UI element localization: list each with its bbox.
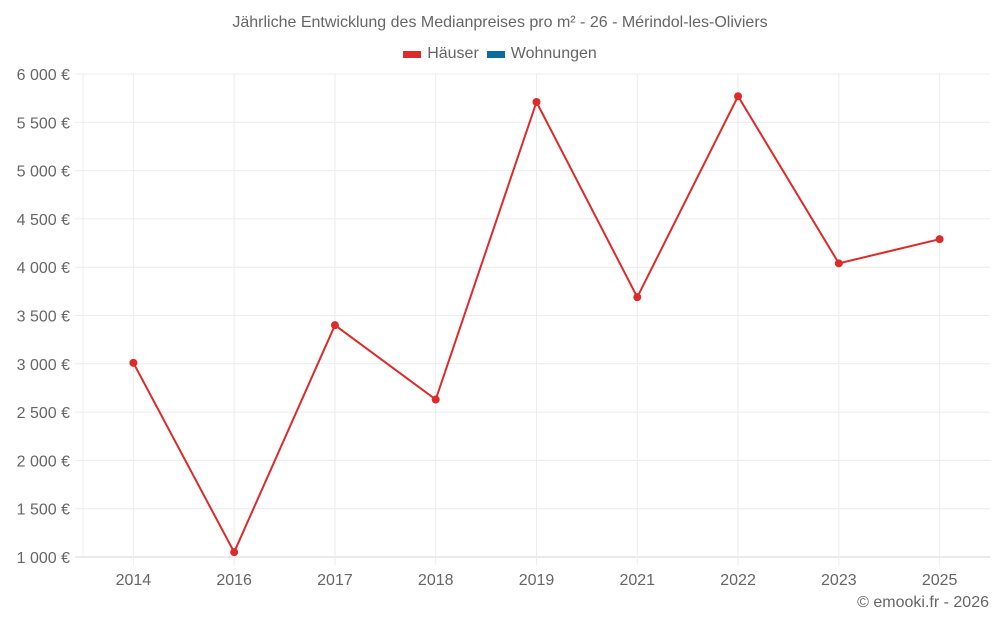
- data-point[interactable]: [633, 293, 642, 302]
- y-tick-label: 2 000 €: [17, 453, 70, 470]
- y-tick-label: 4 000 €: [17, 260, 70, 277]
- legend-item-houses[interactable]: Häuser: [403, 45, 479, 63]
- grid-lines: [75, 73, 990, 565]
- y-tick-label: 2 500 €: [17, 405, 70, 422]
- x-tick-label: 2018: [418, 572, 454, 589]
- x-tick-label: 2023: [821, 572, 857, 589]
- y-tick-label: 5 500 €: [17, 115, 70, 132]
- y-tick-label: 1 000 €: [17, 550, 70, 567]
- houses-swatch-icon: [403, 50, 422, 58]
- legend: Häuser Wohnungen: [0, 45, 1000, 63]
- x-tick-label: 2019: [519, 572, 555, 589]
- y-tick-label: 4 500 €: [17, 212, 70, 229]
- data-point[interactable]: [431, 395, 440, 404]
- x-tick-label: 2017: [317, 572, 353, 589]
- legend-label-apartments: Wohnungen: [510, 45, 597, 62]
- x-tick-label: 2025: [922, 572, 958, 589]
- chart-title: Jährliche Entwicklung des Medianpreises …: [232, 14, 768, 31]
- x-tick-label: 2021: [619, 572, 655, 589]
- data-point[interactable]: [734, 92, 743, 101]
- y-tick-label: 3 500 €: [17, 309, 70, 326]
- data-point[interactable]: [935, 235, 944, 244]
- data-point[interactable]: [129, 358, 138, 367]
- x-tick-label: 2014: [116, 572, 152, 589]
- data-point[interactable]: [230, 548, 239, 557]
- apartments-swatch-icon: [486, 50, 505, 58]
- y-tick-label: 6 000 €: [17, 67, 70, 84]
- x-tick-label: 2022: [720, 572, 756, 589]
- legend-label-houses: Häuser: [427, 45, 479, 62]
- data-point[interactable]: [532, 98, 541, 107]
- series-houses: [129, 92, 944, 557]
- legend-item-apartments[interactable]: Wohnungen: [486, 45, 597, 63]
- data-point[interactable]: [330, 321, 339, 330]
- data-point[interactable]: [834, 259, 843, 268]
- y-axis: 1 000 € 1 500 € 2 000 € 2 500 € 3 000 € 3 500…: [17, 67, 70, 567]
- copyright-credit: © emooki.fr - 2026: [857, 594, 989, 611]
- y-tick-label: 1 500 €: [17, 502, 70, 519]
- x-tick-label: 2016: [216, 572, 252, 589]
- y-tick-label: 3 000 €: [17, 357, 70, 374]
- x-axis: 2014 2016 2017 2018 2019 2021 2022 2023 2025: [116, 572, 958, 589]
- y-tick-label: 5 000 €: [17, 164, 70, 181]
